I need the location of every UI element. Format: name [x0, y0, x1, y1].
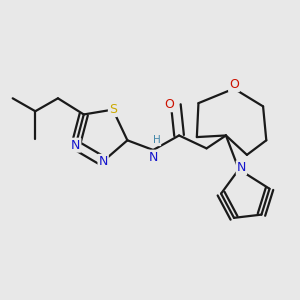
- Text: O: O: [164, 98, 174, 111]
- Text: O: O: [229, 78, 239, 91]
- Text: N: N: [148, 151, 158, 164]
- Text: H: H: [153, 135, 160, 145]
- Text: N: N: [237, 161, 246, 174]
- Text: N: N: [71, 139, 80, 152]
- Text: S: S: [109, 103, 117, 116]
- Text: N: N: [98, 155, 108, 168]
